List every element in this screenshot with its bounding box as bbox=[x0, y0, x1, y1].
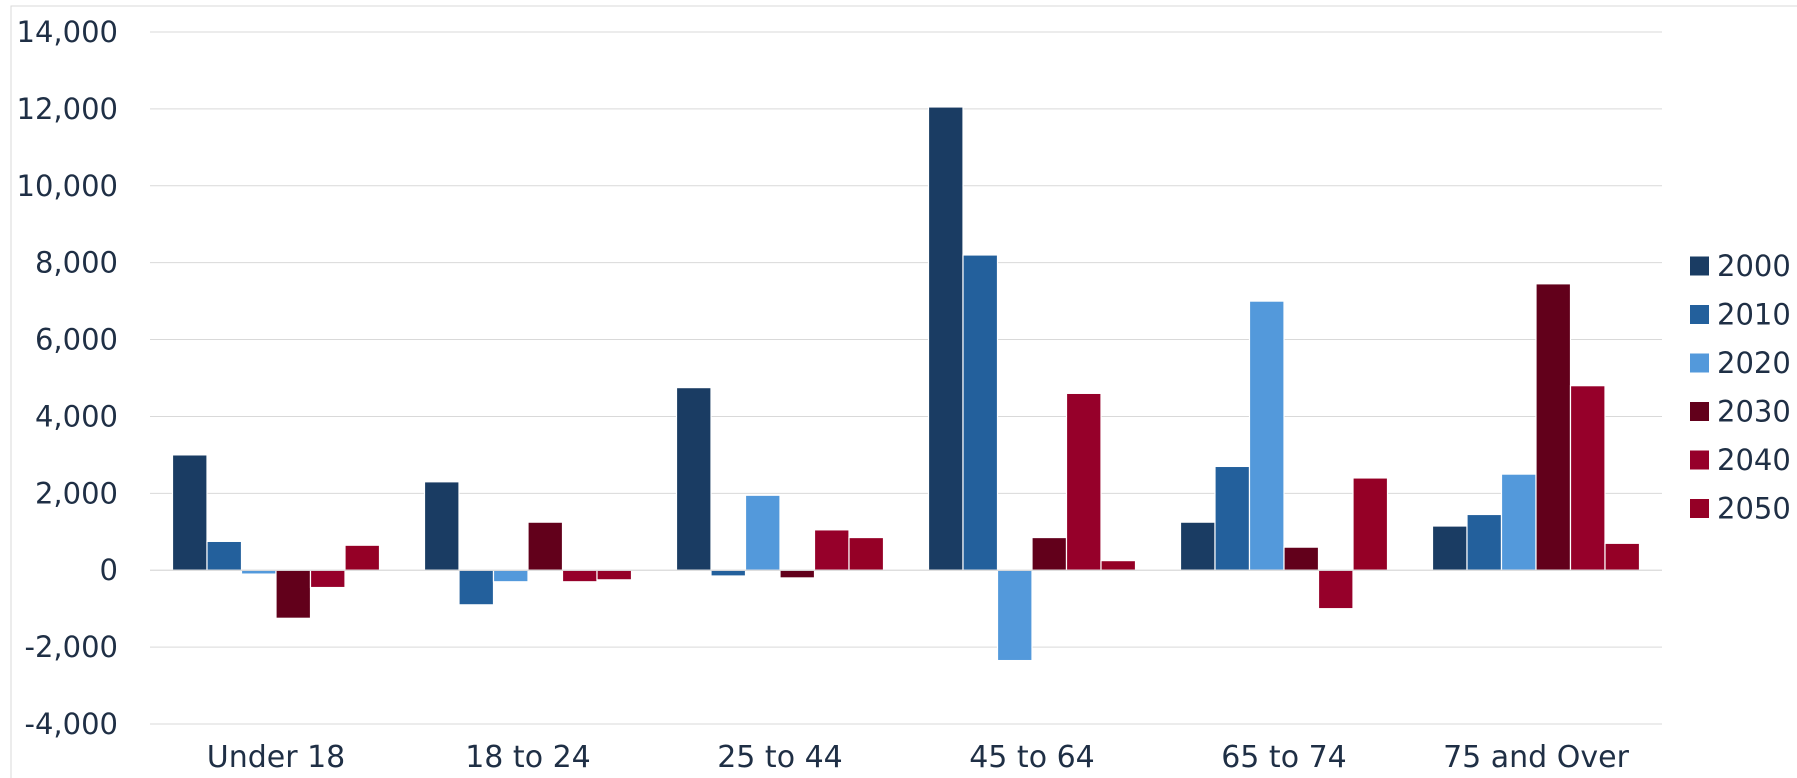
x-axis-category-labels: Under 18 18 to 24 25 to 44 45 to 64 65 to 74… bbox=[207, 740, 1630, 775]
x-category-label: 25 to 44 bbox=[717, 740, 843, 775]
bar-2000-65-to-74 bbox=[1179, 521, 1216, 571]
bars bbox=[171, 106, 1641, 662]
legend-label: 2040 bbox=[1717, 443, 1791, 477]
bar-2040-25-to-44 bbox=[813, 529, 850, 571]
chart-border bbox=[10, 5, 1797, 778]
bar-2010-25-to-44 bbox=[710, 569, 747, 577]
y-tick-label: 8,000 bbox=[35, 246, 118, 280]
bar-2010-under-18 bbox=[206, 540, 243, 571]
legend-swatch bbox=[1690, 499, 1709, 518]
legend-item-2040[interactable]: 2040 bbox=[1690, 443, 1791, 477]
y-tick-label: 6,000 bbox=[35, 323, 118, 357]
bar-2000-18-to-24 bbox=[423, 481, 460, 571]
bar-2050-25-to-44 bbox=[848, 536, 885, 571]
bar-2030-75-and-over bbox=[1535, 283, 1572, 571]
x-category-label: Under 18 bbox=[207, 740, 346, 775]
y-tick-label: 4,000 bbox=[35, 399, 118, 433]
y-tick-label: 14,000 bbox=[17, 15, 118, 49]
bar-2010-18-to-24 bbox=[458, 569, 495, 606]
legend-label: 2020 bbox=[1717, 346, 1791, 380]
bar-2000-45-to-64 bbox=[927, 106, 964, 571]
bar-2020-65-to-74 bbox=[1248, 300, 1285, 571]
x-category-label: 65 to 74 bbox=[1221, 740, 1347, 775]
y-tick-label: 10,000 bbox=[17, 169, 118, 203]
legend-swatch bbox=[1690, 256, 1709, 276]
bar-2000-under-18 bbox=[171, 454, 208, 571]
legend-item-2030[interactable]: 2030 bbox=[1690, 395, 1791, 429]
legend-item-2020[interactable]: 2020 bbox=[1690, 346, 1791, 380]
legend[interactable]: 2000 2010 2020 2030 2040 2050 bbox=[1690, 249, 1791, 526]
bar-2020-18-to-24 bbox=[492, 569, 529, 583]
bar-2050-65-to-74 bbox=[1352, 477, 1389, 571]
bar-2050-45-to-64 bbox=[1100, 560, 1137, 571]
bar-2050-18-to-24 bbox=[596, 569, 633, 581]
bar-2010-65-to-74 bbox=[1214, 465, 1251, 571]
legend-label: 2010 bbox=[1717, 298, 1791, 332]
bar-2030-25-to-44 bbox=[779, 569, 816, 579]
legend-item-2000[interactable]: 2000 bbox=[1690, 249, 1791, 283]
legend-item-2050[interactable]: 2050 bbox=[1690, 492, 1791, 526]
bar-2040-under-18 bbox=[309, 569, 346, 589]
bar-2000-75-and-over bbox=[1431, 525, 1468, 571]
y-tick-label: 0 bbox=[100, 553, 118, 587]
bar-2020-45-to-64 bbox=[996, 569, 1033, 662]
bar-2040-18-to-24 bbox=[561, 569, 598, 583]
x-category-label: 45 to 64 bbox=[969, 740, 1095, 775]
x-category-label: 18 to 24 bbox=[465, 740, 591, 775]
legend-swatch bbox=[1690, 450, 1709, 470]
bar-2050-under-18 bbox=[344, 544, 381, 571]
bar-2030-under-18 bbox=[275, 569, 312, 619]
bar-2030-65-to-74 bbox=[1283, 546, 1320, 571]
bar-2010-45-to-64 bbox=[962, 254, 999, 571]
y-tick-label: 12,000 bbox=[17, 92, 118, 126]
bar-2030-18-to-24 bbox=[527, 521, 564, 571]
bar-2040-45-to-64 bbox=[1065, 392, 1102, 571]
bar-2040-65-to-74 bbox=[1317, 569, 1354, 610]
bar-2040-75-and-over bbox=[1569, 385, 1606, 571]
legend-label: 2050 bbox=[1717, 492, 1791, 526]
legend-swatch bbox=[1690, 305, 1709, 324]
bar-2020-25-to-44 bbox=[744, 494, 781, 571]
bar-2030-45-to-64 bbox=[1031, 536, 1068, 571]
legend-label: 2030 bbox=[1717, 395, 1791, 429]
y-tick-label: -4,000 bbox=[25, 707, 119, 741]
y-tick-label: 2,000 bbox=[35, 476, 118, 510]
legend-swatch bbox=[1690, 353, 1709, 373]
bar-2000-25-to-44 bbox=[675, 387, 712, 571]
x-category-label: 75 and Over bbox=[1443, 740, 1630, 775]
y-axis-tick-labels: -4,000 -2,000 0 2,000 4,000 6,000 8,000 10,000 1… bbox=[17, 15, 118, 741]
gridlines bbox=[150, 31, 1662, 725]
bar-2010-75-and-over bbox=[1466, 513, 1503, 571]
legend-item-2010[interactable]: 2010 bbox=[1690, 298, 1791, 332]
legend-swatch bbox=[1690, 402, 1709, 421]
y-tick-label: -2,000 bbox=[25, 630, 119, 664]
legend-label: 2000 bbox=[1717, 249, 1791, 283]
bar-2050-75-and-over bbox=[1604, 542, 1641, 571]
bar-2020-75-and-over bbox=[1500, 473, 1537, 571]
